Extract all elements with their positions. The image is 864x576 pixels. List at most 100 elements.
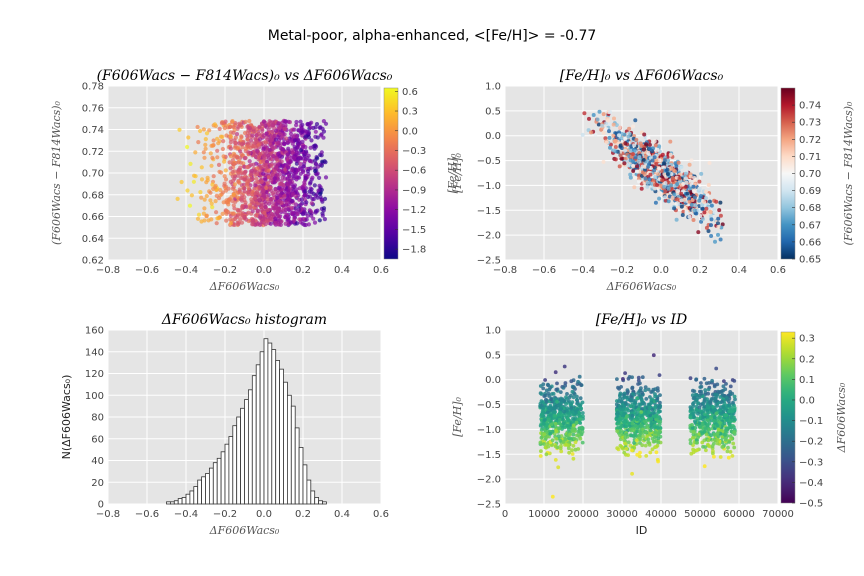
scatter-point	[186, 135, 191, 140]
scatter-point	[202, 206, 207, 211]
scatter-point	[304, 217, 309, 222]
scatter-point	[663, 189, 668, 194]
colorbar-tick-label: −0.5	[799, 499, 823, 510]
scatter-point	[550, 494, 555, 499]
histogram-bar	[189, 490, 195, 505]
scatter-point	[242, 177, 247, 182]
scatter-point	[619, 424, 624, 429]
scatter-point	[729, 437, 733, 441]
scatter-point	[313, 129, 318, 134]
scatter-point	[618, 153, 623, 158]
scatter-point	[203, 142, 208, 147]
scatter-point	[221, 154, 226, 159]
scatter-point	[720, 222, 725, 227]
scatter-point	[557, 426, 561, 431]
scatter-point	[272, 133, 277, 138]
scatter-point	[631, 124, 636, 129]
scatter-point	[294, 221, 300, 226]
scatter-point	[228, 140, 233, 145]
scatter-point	[691, 450, 696, 455]
scatter-point	[617, 133, 621, 138]
panel-feh_vs_dmag: −0.8 −0.6 −0.4 −0.2 0.0 0.2 0.4 0.6−2.5−2.0−1.5…	[451, 68, 786, 293]
scatter-point	[538, 404, 542, 408]
scatter-point	[716, 427, 721, 432]
scatter-point	[236, 145, 241, 150]
scatter-point	[657, 158, 662, 163]
colorbar-tick-label: 0.1	[799, 375, 815, 386]
x-tick-label: −0.4	[174, 265, 198, 276]
scatter-point	[673, 161, 678, 166]
scatter-point	[317, 183, 322, 188]
panel-title: (F606Wacs − F814Wacs)₀ vs ΔF606Wacs₀	[97, 68, 393, 84]
y-axis-label: N(ΔF606Wacs₀)	[60, 375, 73, 460]
scatter-point	[652, 139, 657, 144]
scatter-point	[671, 168, 676, 172]
scatter-point	[256, 142, 261, 147]
scatter-point	[641, 147, 646, 152]
scatter-point	[246, 192, 251, 197]
scatter-point	[684, 210, 689, 215]
histogram-bar	[267, 342, 273, 505]
scatter-point	[216, 216, 221, 221]
scatter-point	[305, 121, 310, 127]
colorbar-tick-label: 0.67	[799, 220, 821, 231]
scatter-point	[292, 138, 297, 143]
scatter-point	[623, 371, 627, 375]
scatter-point	[270, 154, 275, 159]
histogram-bar	[205, 473, 210, 505]
scatter-point	[298, 119, 303, 124]
scatter-point	[649, 417, 654, 421]
scatter-point	[308, 166, 313, 171]
scatter-point	[713, 239, 717, 244]
scatter-point	[663, 195, 667, 200]
scatter-point	[204, 180, 209, 185]
scatter-point	[709, 203, 714, 208]
scatter-point	[712, 210, 717, 215]
x-tick-label: −0.6	[135, 265, 159, 276]
panel-title: [Fe/H]₀ vs ΔF606Wacs₀	[560, 68, 724, 84]
scatter-point	[293, 194, 299, 199]
scatter-point	[551, 391, 556, 396]
scatter-point	[556, 465, 561, 470]
scatter-point	[566, 446, 571, 451]
scatter-point	[247, 178, 252, 183]
scatter-point	[269, 163, 274, 168]
scatter-point	[595, 117, 600, 122]
scatter-point	[212, 122, 217, 127]
scatter-point	[285, 193, 290, 198]
scatter-point	[623, 400, 628, 405]
scatter-point	[687, 162, 692, 167]
x-tick-label: 0.2	[295, 509, 311, 520]
scatter-point	[638, 141, 643, 146]
scatter-point	[302, 182, 307, 187]
scatter-point	[245, 130, 250, 135]
scatter-point	[731, 400, 735, 405]
scatter-point	[236, 208, 241, 213]
scatter-point	[733, 417, 737, 422]
scatter-point	[624, 446, 629, 451]
scatter-point	[251, 217, 256, 222]
scatter-point	[576, 379, 580, 384]
scatter-point	[704, 206, 709, 211]
scatter-point	[696, 208, 701, 213]
scatter-point	[654, 162, 659, 167]
scatter-point	[669, 187, 674, 192]
scatter-point	[541, 382, 546, 387]
scatter-point	[608, 110, 612, 115]
colorbar-tick-label: 0.71	[799, 152, 821, 163]
scatter-point	[205, 175, 210, 180]
scatter-point	[631, 392, 635, 396]
scatter-point	[238, 217, 243, 222]
scatter-point	[546, 417, 551, 422]
scatter-point	[646, 387, 651, 392]
scatter-point	[709, 433, 713, 438]
scatter-point	[281, 194, 286, 199]
scatter-point	[630, 398, 635, 403]
scatter-point	[567, 395, 572, 400]
y-tick-label: 20	[91, 478, 104, 489]
colorbar-gradient	[383, 87, 399, 260]
scatter-point	[269, 138, 274, 143]
scatter-point	[275, 140, 281, 145]
scatter-point	[607, 129, 611, 134]
scatter-point	[201, 150, 206, 155]
